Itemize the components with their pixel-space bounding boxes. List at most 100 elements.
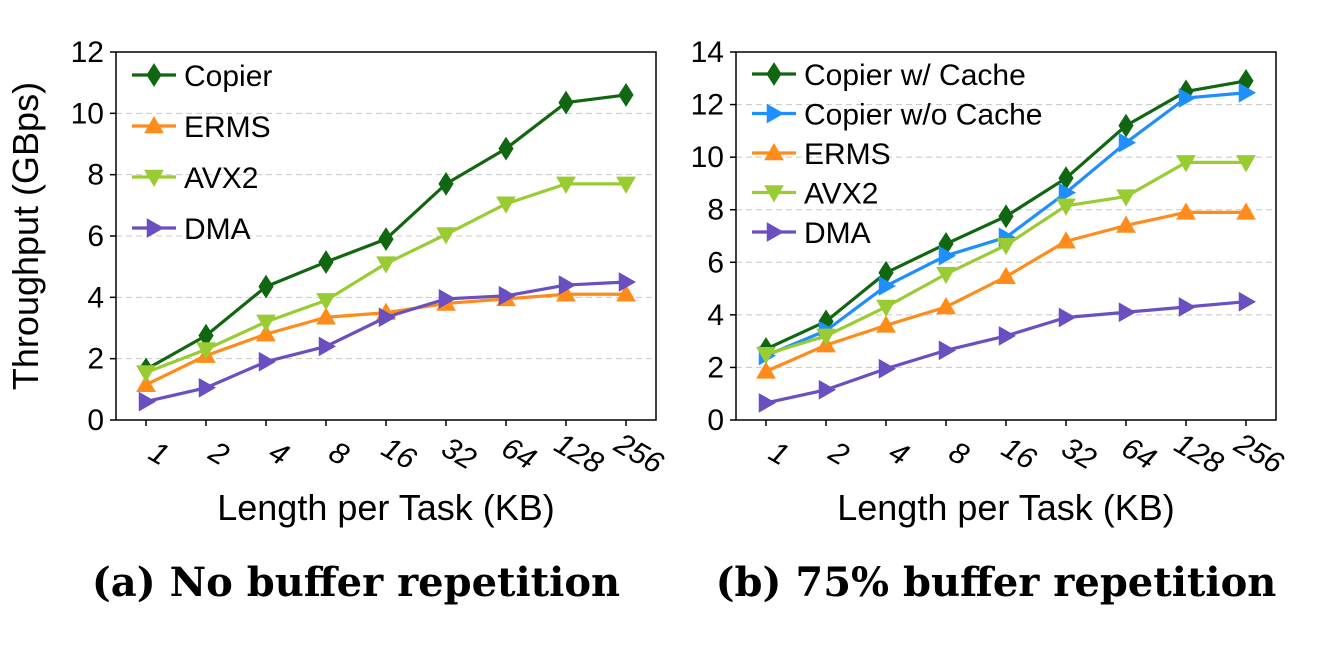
data-point-erms bbox=[1236, 202, 1256, 220]
series-line-dma bbox=[765, 300, 1247, 405]
legend-marker-copier-w-o-cache bbox=[766, 103, 785, 124]
legend-item-erms: ERMS bbox=[132, 111, 271, 144]
data-point-avx2 bbox=[136, 365, 156, 383]
data-point-copier bbox=[498, 136, 514, 161]
data-point-dma bbox=[1058, 307, 1077, 328]
data-point-avx2 bbox=[196, 342, 216, 360]
legend-item-erms: ERMS bbox=[752, 138, 891, 171]
legend-marker-copier bbox=[146, 63, 162, 87]
y-tick-label: 6 bbox=[707, 246, 724, 279]
data-point-dma bbox=[1238, 291, 1257, 312]
data-point-dma bbox=[138, 391, 157, 412]
x-tick-label: 64 bbox=[496, 431, 541, 476]
data-point-avx2 bbox=[1236, 155, 1256, 173]
data-point-dma bbox=[378, 307, 397, 328]
data-point-dma bbox=[878, 358, 897, 379]
legend-label: DMA bbox=[184, 213, 251, 246]
data-point-copier-w-cache bbox=[1118, 113, 1134, 138]
data-point-avx2 bbox=[556, 176, 576, 194]
x-tick-label: 128 bbox=[1169, 427, 1229, 481]
data-point-erms bbox=[136, 374, 156, 392]
data-point-copier-w-o-cache bbox=[1118, 132, 1137, 153]
data-point-dma bbox=[558, 275, 577, 295]
data-point-dma bbox=[498, 285, 517, 306]
legend-label: ERMS bbox=[184, 111, 271, 144]
series-avx2 bbox=[136, 176, 636, 383]
legend-label: ERMS bbox=[804, 138, 891, 171]
data-point-erms bbox=[936, 296, 956, 315]
data-point-copier-w-o-cache bbox=[1178, 88, 1197, 108]
x-tick-label: 1 bbox=[143, 435, 174, 472]
y-tick-label: 6 bbox=[87, 220, 104, 253]
x-tick-label: 256 bbox=[1228, 426, 1289, 480]
data-point-dma bbox=[198, 377, 217, 398]
data-point-copier bbox=[318, 250, 334, 274]
legend-marker-avx2 bbox=[144, 169, 164, 188]
legend-label: AVX2 bbox=[184, 162, 259, 195]
data-point-copier-w-o-cache bbox=[1058, 182, 1077, 203]
data-point-erms bbox=[316, 307, 336, 325]
legend-item-avx2: AVX2 bbox=[132, 162, 259, 195]
data-point-erms bbox=[876, 315, 896, 333]
data-point-copier bbox=[258, 274, 274, 299]
x-tick-label: 16 bbox=[376, 431, 422, 476]
legend-marker-copier-w-cache bbox=[766, 62, 782, 86]
data-point-avx2 bbox=[316, 293, 336, 311]
y-tick-label: 4 bbox=[87, 281, 104, 314]
data-point-copier-w-cache bbox=[998, 204, 1014, 229]
data-point-copier bbox=[438, 171, 454, 196]
data-point-avx2 bbox=[376, 256, 396, 274]
data-point-copier bbox=[558, 90, 574, 115]
y-tick-label: 4 bbox=[707, 299, 724, 332]
data-point-dma bbox=[818, 379, 837, 400]
legend-item-copier: Copier bbox=[132, 60, 272, 93]
data-point-erms bbox=[996, 266, 1016, 284]
data-point-copier-w-o-cache bbox=[1238, 82, 1257, 103]
legend-marker-dma bbox=[766, 222, 785, 242]
x-tick-label: 2 bbox=[202, 435, 234, 473]
y-tick-label: 0 bbox=[707, 404, 724, 437]
data-point-dma bbox=[1118, 302, 1137, 323]
data-point-dma bbox=[258, 351, 277, 372]
x-tick-label: 128 bbox=[549, 427, 609, 481]
data-point-dma bbox=[758, 393, 777, 413]
data-point-dma bbox=[998, 326, 1017, 346]
y-tick-label: 10 bbox=[71, 97, 104, 130]
legend: Copier ERMS AVX2 DMA bbox=[132, 60, 272, 246]
y-tick-label: 8 bbox=[707, 194, 724, 227]
data-point-erms bbox=[1056, 231, 1076, 249]
x-axis-title: Length per Task (KB) bbox=[837, 487, 1175, 528]
legend-item-dma: DMA bbox=[752, 217, 871, 250]
y-tick-label: 0 bbox=[87, 404, 104, 437]
series-dma bbox=[138, 272, 637, 412]
data-point-avx2 bbox=[436, 227, 456, 245]
data-point-dma bbox=[938, 340, 957, 361]
legend-marker-avx2 bbox=[764, 185, 784, 203]
x-tick-label: 32 bbox=[1056, 431, 1102, 476]
x-tick-label: 4 bbox=[263, 435, 294, 472]
legend: Copier w/ Cache Copier w/o Cache ERMS AVX2 D… bbox=[752, 59, 1042, 250]
data-point-dma bbox=[618, 272, 637, 292]
data-point-erms bbox=[1176, 202, 1196, 220]
data-point-avx2 bbox=[936, 266, 956, 285]
x-tick-label: 2 bbox=[822, 435, 854, 473]
data-point-dma bbox=[438, 289, 457, 309]
data-point-avx2 bbox=[1116, 189, 1136, 207]
x-tick-label: 256 bbox=[608, 426, 669, 480]
legend-item-copier-w-o-cache: Copier w/o Cache bbox=[752, 99, 1042, 132]
legend-item-avx2: AVX2 bbox=[752, 178, 879, 211]
x-tick-label: 8 bbox=[323, 435, 354, 472]
data-point-copier-w-o-cache bbox=[938, 245, 957, 266]
data-point-dma bbox=[318, 336, 337, 357]
y-tick-label: 2 bbox=[87, 343, 104, 376]
data-point-erms bbox=[1116, 215, 1136, 233]
data-point-copier bbox=[378, 227, 394, 251]
series-avx2 bbox=[756, 155, 1256, 365]
data-point-avx2 bbox=[1176, 155, 1196, 173]
legend-label: AVX2 bbox=[804, 178, 879, 211]
series-dma bbox=[758, 291, 1257, 413]
data-point-avx2 bbox=[996, 237, 1016, 256]
